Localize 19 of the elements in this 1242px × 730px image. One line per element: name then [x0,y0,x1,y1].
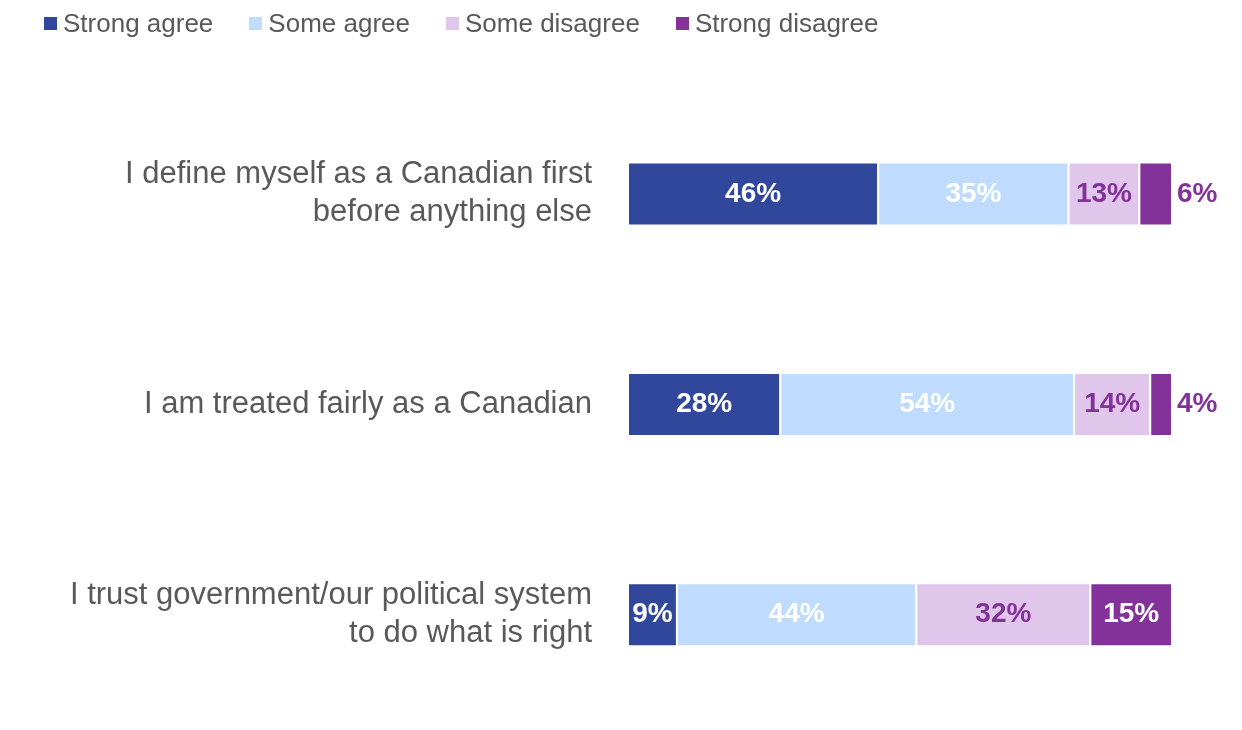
y-tick-label: I define myself as a Canadian first before anything else [125,155,593,229]
data-label: 9% [632,597,673,629]
data-label: 35% [945,176,1002,208]
data-label: 32% [975,597,1032,629]
data-label: 14% [1084,386,1141,418]
data-label: 54% [899,386,956,418]
y-tick-label: I am treated fairly as a Canadian [143,384,592,420]
data-label: 15% [1103,597,1160,629]
legend-label: Some agree [267,8,410,39]
legend-label: Strong agree [62,8,214,39]
legend-label: Strong disagree [693,8,879,39]
data-label: 6% [1177,176,1218,208]
data-label: 4% [1177,386,1218,418]
y-tick-label: I trust government/our political system to do what is right [69,576,593,650]
legend-label: Some disagree [464,8,640,39]
data-label: 28% [676,386,733,418]
data-label: 46% [725,176,782,208]
data-label: 44% [768,597,825,629]
data-label: 13% [1075,176,1133,208]
